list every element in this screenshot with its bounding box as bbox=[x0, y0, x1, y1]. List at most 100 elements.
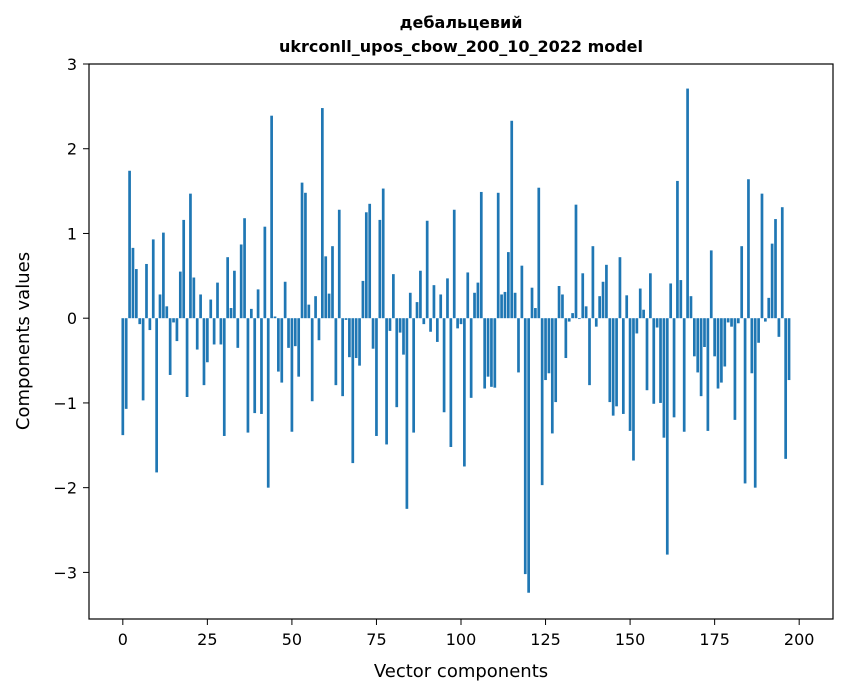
bar-162 bbox=[669, 283, 673, 319]
bar-176 bbox=[716, 318, 720, 389]
bar-89 bbox=[422, 318, 426, 325]
bar-26 bbox=[209, 299, 213, 319]
bar-191 bbox=[767, 297, 771, 319]
x-tick-label: 125 bbox=[530, 630, 561, 649]
bar-28 bbox=[216, 282, 219, 319]
bar-16 bbox=[175, 318, 179, 342]
bar-44 bbox=[270, 115, 273, 319]
bar-124 bbox=[540, 318, 544, 486]
y-tick-label: −1 bbox=[53, 394, 77, 413]
bar-27 bbox=[212, 318, 216, 345]
bar-192 bbox=[770, 243, 774, 319]
bar-106 bbox=[479, 191, 483, 319]
bar-151 bbox=[632, 318, 635, 461]
bar-194 bbox=[777, 318, 781, 337]
bar-12 bbox=[162, 232, 165, 319]
y-tick-label: 2 bbox=[67, 140, 77, 159]
bar-138 bbox=[588, 318, 591, 386]
bar-17 bbox=[178, 271, 182, 319]
bar-24 bbox=[202, 318, 206, 386]
bar-117 bbox=[517, 318, 520, 373]
bar-155 bbox=[645, 318, 649, 391]
bar-92 bbox=[432, 285, 436, 319]
bar-157 bbox=[652, 318, 656, 404]
bar-152 bbox=[635, 318, 639, 334]
bar-148 bbox=[621, 318, 625, 414]
bar-21 bbox=[192, 277, 196, 319]
bar-42 bbox=[263, 226, 267, 319]
bar-25 bbox=[206, 318, 209, 363]
bar-51 bbox=[293, 318, 297, 347]
bar-136 bbox=[581, 273, 585, 319]
bar-87 bbox=[415, 302, 419, 319]
bar-139 bbox=[591, 246, 595, 319]
bar-143 bbox=[605, 264, 608, 319]
bar-94 bbox=[439, 294, 443, 319]
bar-185 bbox=[747, 179, 750, 319]
bar-90 bbox=[425, 220, 429, 319]
bar-93 bbox=[435, 318, 439, 342]
bar-52 bbox=[297, 318, 301, 377]
bar-47 bbox=[280, 318, 284, 383]
bar-60 bbox=[324, 256, 328, 319]
bar-22 bbox=[195, 318, 199, 350]
bar-67 bbox=[348, 318, 351, 358]
bar-56 bbox=[310, 318, 314, 402]
x-tick-label: 200 bbox=[784, 630, 815, 649]
bar-97 bbox=[449, 318, 453, 447]
bar-180 bbox=[730, 318, 733, 327]
bar-140 bbox=[594, 318, 598, 327]
bar-39 bbox=[253, 318, 257, 414]
bar-75 bbox=[375, 318, 378, 436]
bar-146 bbox=[615, 318, 618, 407]
bar-34 bbox=[236, 318, 240, 348]
bar-161 bbox=[665, 318, 669, 555]
bar-178 bbox=[723, 318, 727, 367]
bar-73 bbox=[368, 203, 372, 319]
bar-14 bbox=[168, 318, 172, 375]
bar-2 bbox=[128, 170, 131, 319]
bar-188 bbox=[757, 318, 760, 343]
bar-99 bbox=[456, 318, 459, 329]
bar-179 bbox=[726, 318, 730, 323]
bar-171 bbox=[699, 318, 703, 397]
bar-78 bbox=[385, 318, 388, 445]
x-axis-ticks: 0 25 50 75 100 125 150 175 200 bbox=[118, 619, 815, 649]
bar-96 bbox=[446, 278, 449, 319]
bar-182 bbox=[736, 318, 740, 324]
bar-1 bbox=[124, 318, 128, 409]
bar-68 bbox=[351, 318, 355, 464]
bar-132 bbox=[567, 318, 571, 322]
bar-53 bbox=[300, 182, 304, 319]
bar-95 bbox=[442, 318, 446, 413]
bar-72 bbox=[364, 212, 368, 319]
bar-131 bbox=[564, 318, 568, 359]
bar-20 bbox=[189, 193, 192, 319]
bar-116 bbox=[513, 292, 517, 319]
y-tick-label: 1 bbox=[67, 224, 77, 243]
bar-108 bbox=[486, 318, 490, 377]
bar-101 bbox=[463, 318, 466, 467]
bar-166 bbox=[682, 318, 686, 432]
bar-59 bbox=[320, 108, 324, 319]
bar-29 bbox=[219, 318, 223, 345]
bar-177 bbox=[720, 318, 723, 383]
bar-189 bbox=[760, 193, 764, 319]
bar-64 bbox=[337, 209, 341, 319]
bar-45 bbox=[273, 316, 277, 319]
bar-121 bbox=[530, 287, 534, 319]
bar-197 bbox=[787, 318, 791, 381]
bar-69 bbox=[354, 318, 358, 359]
bar-98 bbox=[452, 209, 456, 319]
bar-144 bbox=[608, 318, 612, 403]
bar-190 bbox=[764, 318, 767, 322]
bar-23 bbox=[199, 294, 202, 319]
bar-61 bbox=[327, 293, 331, 319]
bar-31 bbox=[226, 257, 230, 319]
bar-30 bbox=[222, 318, 226, 436]
bar-105 bbox=[476, 282, 480, 319]
x-axis-label: Vector components bbox=[374, 661, 548, 682]
bar-172 bbox=[703, 318, 706, 348]
plot-frame bbox=[88, 63, 834, 620]
